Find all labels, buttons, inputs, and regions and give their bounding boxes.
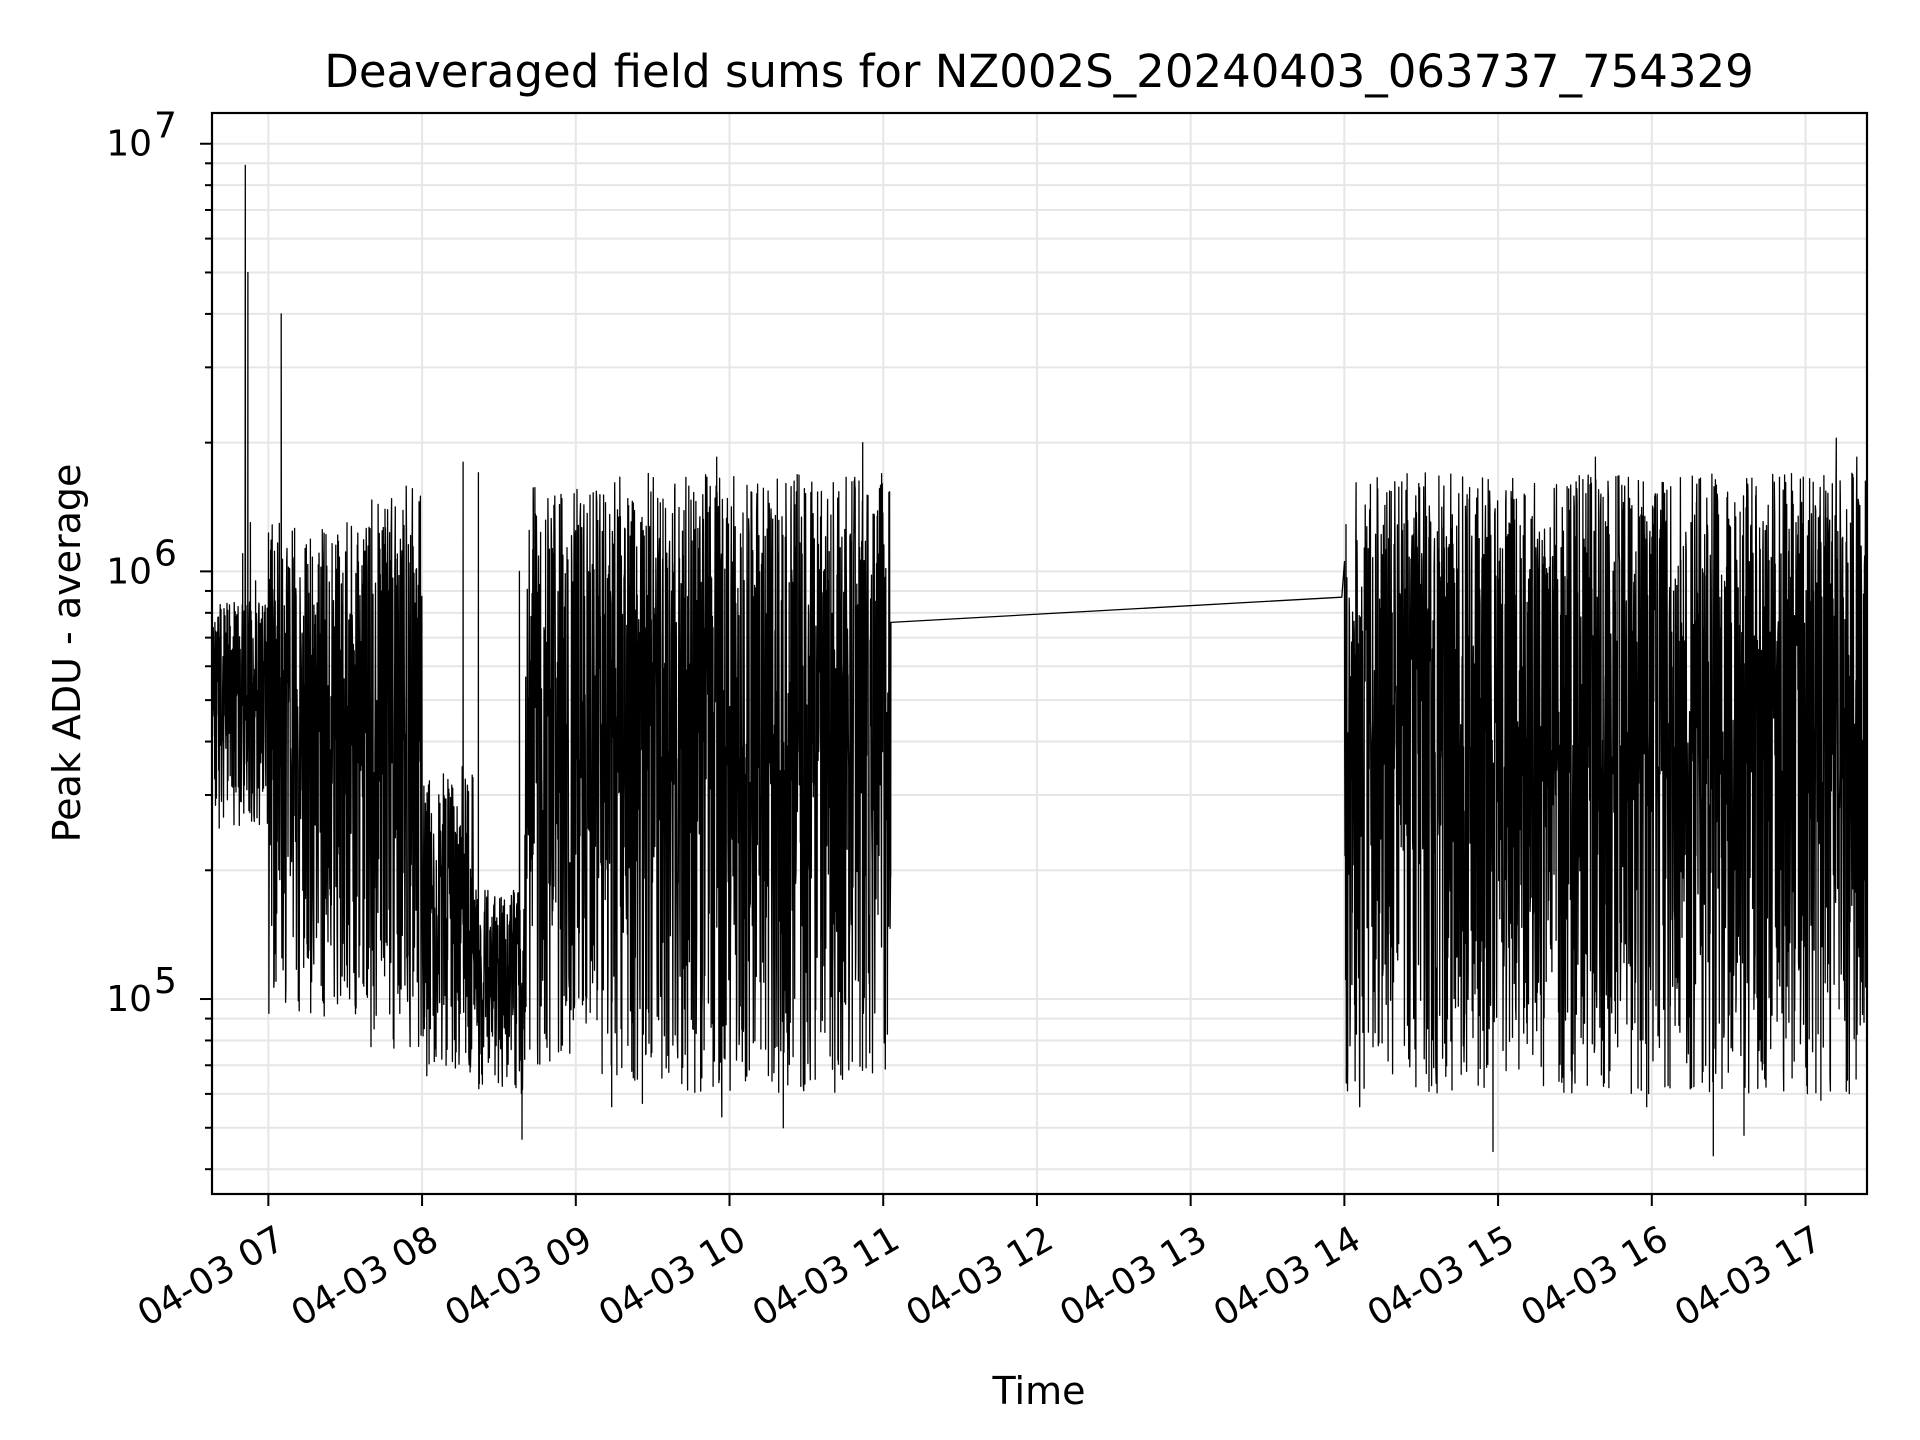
plot-frame bbox=[210, 111, 1869, 1196]
chart-title: Deaveraged field sums for NZ002S_2024040… bbox=[324, 45, 1754, 98]
x-axis-label: Time bbox=[992, 1369, 1086, 1413]
series-line bbox=[212, 164, 1867, 1157]
y-axis-label: Peak ADU - average bbox=[45, 464, 89, 843]
y-tick-label: 10 bbox=[106, 551, 152, 592]
y-tick-label-exponent: 5 bbox=[154, 961, 177, 1002]
series-line-path bbox=[212, 164, 1867, 1157]
y-tick-label-exponent: 7 bbox=[154, 106, 177, 147]
y-tick-label: 10 bbox=[106, 124, 152, 165]
y-tick-label-exponent: 6 bbox=[154, 533, 177, 574]
y-tick-label: 10 bbox=[106, 979, 152, 1020]
